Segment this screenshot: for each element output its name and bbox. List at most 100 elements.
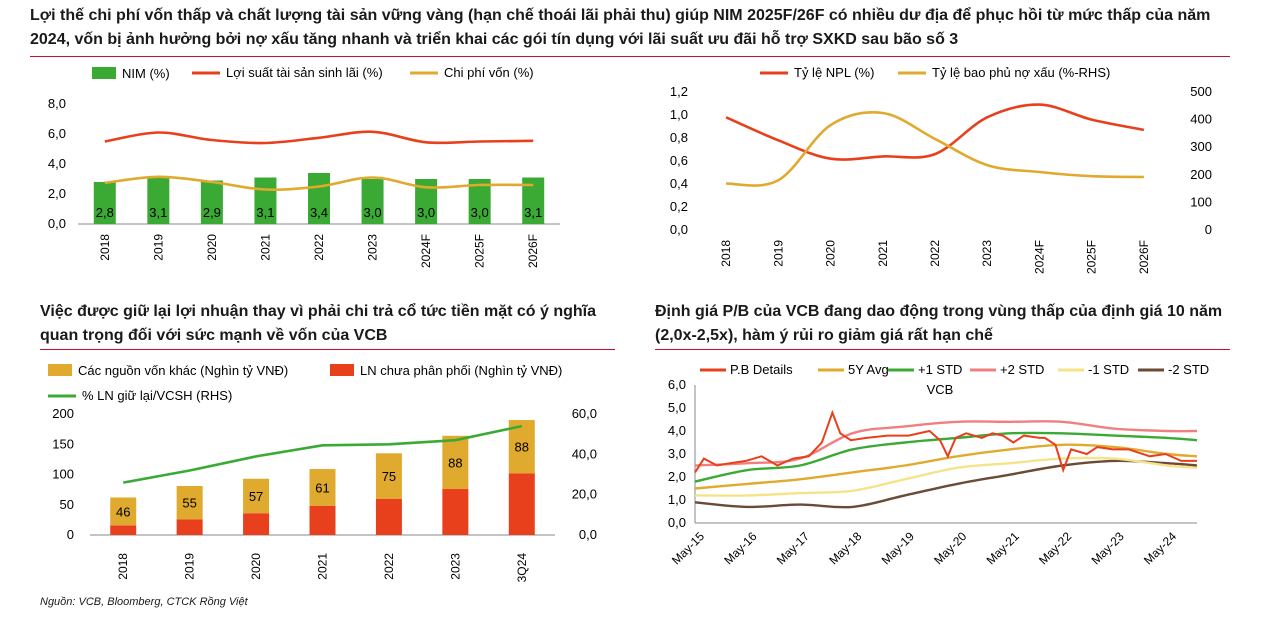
pb-xtick-label: May-19 [879, 529, 917, 567]
npl-ytick-left-label: 0,4 [670, 176, 688, 191]
npl-xtick-label: 2021 [876, 240, 890, 267]
capital-ytick-left-label: 100 [52, 467, 74, 482]
pb-ytick-label: 2,0 [668, 469, 686, 484]
bottom-left-title-rule [40, 349, 615, 350]
capital-ytick-left-label: 50 [60, 497, 74, 512]
capital-other-sources-bar [375, 453, 402, 499]
capital-xtick-label: 2020 [249, 553, 263, 580]
capital-ytick-right-label: 0,0 [579, 527, 597, 542]
pb-legend-minus2-label: -2 STD [1168, 362, 1209, 377]
capital-retained-earnings-bar [110, 525, 137, 535]
capital-xtick-label: 2023 [448, 553, 462, 580]
pb-xtick-label: May-18 [826, 529, 864, 567]
nim-xtick-label: 2025F [473, 234, 487, 268]
nim-bar-data-label: 3,0 [417, 205, 435, 220]
nim-bar-data-label: 3,1 [256, 205, 274, 220]
nim-bar-data-label: 3,0 [364, 205, 382, 220]
capital-legend-retained-swatch [330, 364, 354, 376]
nim-bar [147, 177, 170, 224]
pb-xtick-label: May-21 [984, 529, 1022, 567]
npl-xtick-label: 2023 [980, 240, 994, 267]
pb-ytick-label: 5,0 [668, 400, 686, 415]
capital-bar-data-label: 57 [249, 489, 263, 504]
npl-ratio-line [725, 103, 1145, 161]
capital-ytick-left-label: 200 [52, 406, 74, 421]
pb-xtick-label: May-23 [1089, 529, 1127, 567]
pb-legend-plus1-label: +1 STD [918, 362, 962, 377]
nim-bar [468, 179, 491, 224]
npl-ytick-right-label: 0 [1205, 222, 1212, 237]
nim-xtick-label: 2026F [526, 234, 540, 268]
top-section-title: Lợi thế chi phí vốn thấp và chất lượng t… [30, 7, 1211, 48]
top-title-rule [30, 56, 1230, 57]
capital-other-sources-bar [309, 469, 336, 506]
npl-ytick-left-label: 1,2 [670, 84, 688, 99]
npl-ytick-left-label: 0,8 [670, 130, 688, 145]
nim-ytick-label: 2,0 [48, 186, 66, 201]
nim-legend-nim-swatch [92, 67, 116, 79]
capital-legend-retained-label: LN chưa phân phối (Nghìn tỷ VNĐ) [360, 363, 562, 378]
pb-legend-details-label: P.B Details [730, 362, 793, 377]
nim-legend-yield-label: Lợi suất tài sản sinh lãi (%) [226, 65, 383, 80]
nim-bar [415, 179, 438, 224]
npl-ytick-right-label: 300 [1190, 139, 1212, 154]
pb-xtick-label: May-20 [931, 529, 969, 567]
npl-xtick-label: 2020 [824, 240, 838, 267]
pb-ytick-label: 6,0 [668, 377, 686, 392]
capital-retained-earnings-bar [176, 519, 203, 535]
capital-retained-earnings-bar [309, 505, 336, 535]
capital-other-sources-bar [243, 478, 270, 514]
nim-xtick-label: 2019 [151, 234, 165, 261]
pb-legend-plus2-label: +2 STD [1000, 362, 1044, 377]
npl-xtick-label: 2022 [928, 240, 942, 267]
npl-ytick-left-label: 0,6 [670, 153, 688, 168]
pb-legend-5y-avg-label: 5Y Avg [848, 362, 889, 377]
npl-xtick-label: 2024F [1032, 240, 1046, 274]
npl-ytick-right-label: 500 [1190, 84, 1212, 99]
nim-bar [522, 177, 545, 224]
npl-ytick-left-label: 0,2 [670, 199, 688, 214]
capital-other-sources-bar [442, 435, 469, 490]
npl-ytick-right-label: 100 [1190, 194, 1212, 209]
npl-coverage-line [726, 111, 1144, 187]
npl-ytick-right-label: 200 [1190, 167, 1212, 182]
npl-legend-coverage-label: Tỷ lệ bao phủ nợ xấu (%-RHS) [932, 65, 1110, 80]
capital-ytick-left-label: 0 [67, 527, 74, 542]
capital-xtick-label: 2018 [116, 553, 130, 580]
pb-xtick-label: May-17 [774, 529, 812, 567]
pb-ytick-label: 0,0 [668, 515, 686, 530]
nim-xtick-label: 2022 [312, 234, 326, 261]
npl-xtick-label: 2019 [771, 240, 785, 267]
capital-ytick-right-label: 20,0 [572, 487, 597, 502]
capital-xtick-label: 2021 [316, 553, 330, 580]
pb-xtick-label: May-15 [669, 529, 707, 567]
npl-ytick-left-label: 1,0 [670, 107, 688, 122]
nim-legend-nim-label: NIM (%) [122, 66, 170, 81]
nim-xtick-label: 2024F [419, 234, 433, 268]
nim-bar [361, 179, 384, 224]
bottom-right-section-title: Định giá P/B của VCB đang dao động trong… [655, 303, 1223, 344]
nim-ytick-label: 6,0 [48, 126, 66, 141]
pb-chart-title: VCB [927, 382, 954, 397]
nim-xtick-label: 2020 [205, 234, 219, 261]
npl-ytick-left-label: 0,0 [670, 222, 688, 237]
capital-bar-data-label: 88 [515, 440, 529, 455]
capital-xtick-label: 3Q24 [515, 553, 529, 583]
npl-xtick-label: 2025F [1085, 240, 1099, 274]
npl-ytick-right-label: 400 [1190, 112, 1212, 127]
capital-legend-ratio-label: % LN giữ lại/VCSH (RHS) [82, 388, 232, 403]
nim-xtick-label: 2018 [98, 234, 112, 261]
bottom-right-title-rule [655, 349, 1230, 350]
capital-other-sources-bar [176, 485, 203, 520]
nim-bar [200, 180, 223, 224]
capital-legend-other-swatch [48, 364, 72, 376]
pb-xtick-label: May-22 [1036, 529, 1074, 567]
nim-bar-data-label: 2,9 [203, 205, 221, 220]
nim-xtick-label: 2023 [366, 234, 380, 261]
capital-legend-other-label: Các nguồn vốn khác (Nghìn tỷ VNĐ) [78, 363, 288, 378]
pb-xtick-label: May-24 [1141, 529, 1179, 567]
pb-5y-avg-line [694, 443, 1198, 490]
nim-bar-data-label: 3,0 [471, 205, 489, 220]
pb-ytick-label: 4,0 [668, 423, 686, 438]
nim-bar [93, 182, 116, 224]
